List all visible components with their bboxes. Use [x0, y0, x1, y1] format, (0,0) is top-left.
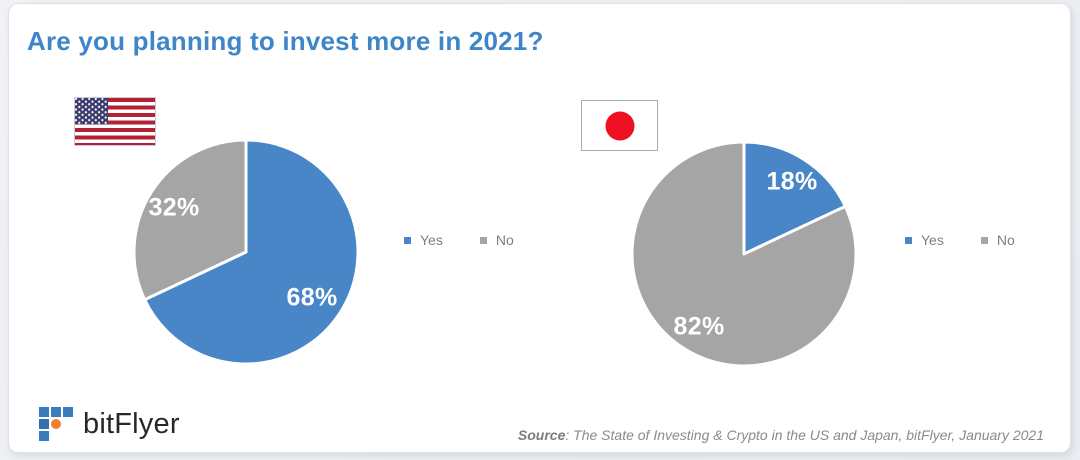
logo-square: [39, 431, 49, 441]
us-legend: Yes No: [404, 232, 514, 248]
logo-square: [39, 407, 49, 417]
chart-card: Are you planning to invest more in 2021?…: [8, 3, 1071, 453]
logo-square: [63, 407, 73, 417]
source-attribution: Source: The State of Investing & Crypto …: [518, 427, 1044, 443]
logo-square: [51, 407, 61, 417]
logo-square: [39, 419, 49, 429]
yes-legend-label: Yes: [420, 232, 443, 248]
yes-legend-label: Yes: [921, 232, 944, 248]
japan-legend: Yes No: [905, 232, 1015, 248]
japan-legend-item-yes: Yes: [905, 232, 944, 248]
japan-legend-item-no: No: [980, 232, 1015, 248]
logo-orange-dot: [51, 419, 61, 429]
us-legend-item-no: No: [479, 232, 514, 248]
no-legend-label: No: [495, 232, 514, 248]
source-label: Source: [517, 427, 566, 443]
japan-flag-icon: [581, 100, 658, 151]
japan-no-slice-label: 82%: [673, 312, 725, 341]
us-yes-slice-label: 68%: [286, 283, 338, 312]
bitflyer-wordmark: bitFlyer: [83, 407, 180, 440]
us-no-slice-label: 32%: [148, 193, 200, 222]
yes-legend-swatch: [905, 236, 912, 244]
us-flag-icon: [74, 97, 156, 146]
us-pie-chart: [132, 138, 360, 366]
bitflyer-logo: bitFlyer: [39, 407, 180, 441]
yes-legend-swatch: [404, 236, 411, 244]
no-legend-label: No: [996, 232, 1015, 248]
japan-pie-chart: [630, 140, 858, 368]
no-legend-swatch: [980, 236, 988, 244]
no-legend-swatch: [479, 236, 487, 244]
japan-yes-slice-label: 18%: [766, 167, 818, 196]
us-legend-item-yes: Yes: [404, 232, 443, 248]
chart-title: Are you planning to invest more in 2021?: [27, 26, 544, 56]
bitflyer-logo-icon: [39, 407, 73, 441]
source-text: : The State of Investing & Crypto in the…: [565, 427, 1044, 443]
